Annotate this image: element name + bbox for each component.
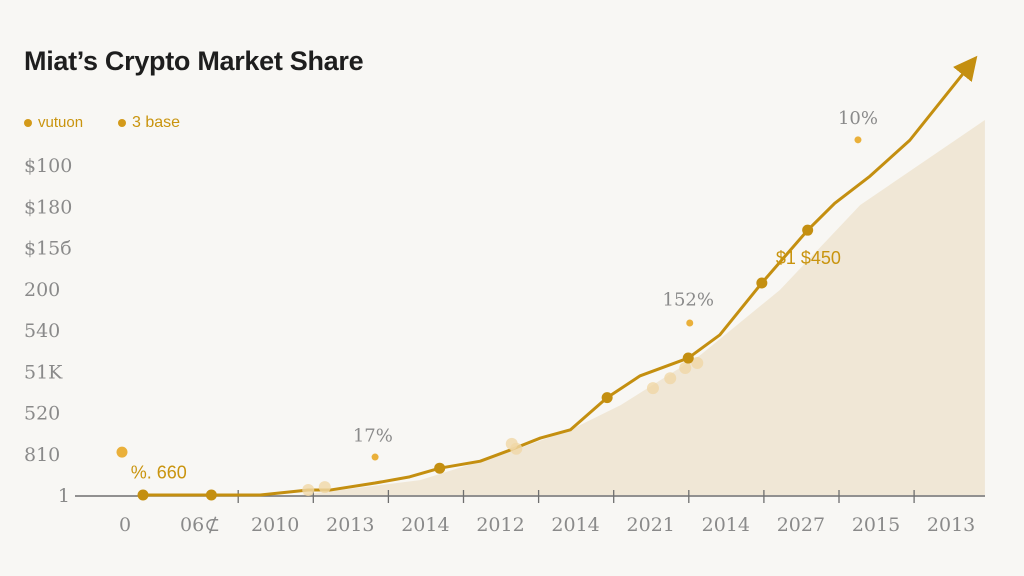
- annotation-label: 17%: [353, 425, 393, 446]
- y-tick-label: 520: [24, 403, 60, 425]
- y-tick-label: 540: [24, 320, 60, 342]
- highlight-point: [686, 319, 694, 327]
- x-tick-label: 0: [119, 514, 131, 536]
- light-data-point: [510, 442, 523, 455]
- x-tick-label: 2021: [627, 514, 675, 536]
- annotation-label: $1 $450: [776, 248, 841, 268]
- annotation-label: %. 660: [131, 463, 187, 483]
- x-tick-label: 2027: [777, 514, 825, 536]
- x-tick-label: 2013: [927, 514, 975, 536]
- y-tick-label: 810: [24, 444, 60, 466]
- light-data-point: [318, 481, 331, 494]
- series-line: [143, 55, 978, 497]
- data-point: [205, 489, 217, 501]
- y-tick-label: 200: [24, 279, 60, 301]
- light-data-point: [679, 361, 692, 374]
- chart-title: Miat’s Crypto Market Share: [24, 46, 364, 76]
- y-tick-label: $100: [24, 155, 72, 177]
- data-point: [682, 352, 694, 364]
- x-tick-label: 2014: [702, 514, 750, 536]
- data-point: [601, 392, 613, 404]
- x-tick-label: 2014: [551, 514, 599, 536]
- area-fill: [299, 120, 985, 495]
- data-point: [137, 489, 149, 501]
- light-data-point: [691, 357, 704, 369]
- highlight-point: [371, 453, 379, 461]
- x-tick-label: 2015: [852, 514, 900, 536]
- highlight-point: [116, 446, 128, 458]
- y-tick-label: $15б: [24, 238, 72, 260]
- x-tick-label: 2013: [326, 514, 374, 536]
- annotation-label: 10%: [838, 108, 878, 129]
- legend-dot-icon: [24, 118, 32, 127]
- data-point: [802, 224, 814, 236]
- legend-item-vutuon: vutuon: [24, 114, 83, 131]
- light-data-point: [646, 382, 659, 395]
- y-tick-label: 51K: [24, 361, 63, 383]
- y-tick-label: $180: [24, 196, 72, 218]
- legend-item-3-base: 3 base: [118, 114, 180, 132]
- annotation-label: 152%: [663, 289, 714, 310]
- light-data-point: [302, 484, 315, 497]
- data-point: [756, 277, 768, 289]
- x-tick-label: 06⊄: [180, 514, 220, 536]
- light-data-point: [664, 372, 677, 385]
- legend-label: 3 base: [132, 114, 181, 131]
- x-tick-label: 2014: [401, 514, 449, 536]
- legend-dot-icon: [118, 119, 126, 127]
- highlight-point: [854, 136, 862, 144]
- legend-label: vutuon: [38, 114, 84, 131]
- x-tick-label: 2010: [251, 514, 299, 536]
- y-tick-label: 1: [58, 485, 70, 507]
- x-tick-label: 2012: [476, 514, 524, 536]
- data-point: [434, 462, 446, 474]
